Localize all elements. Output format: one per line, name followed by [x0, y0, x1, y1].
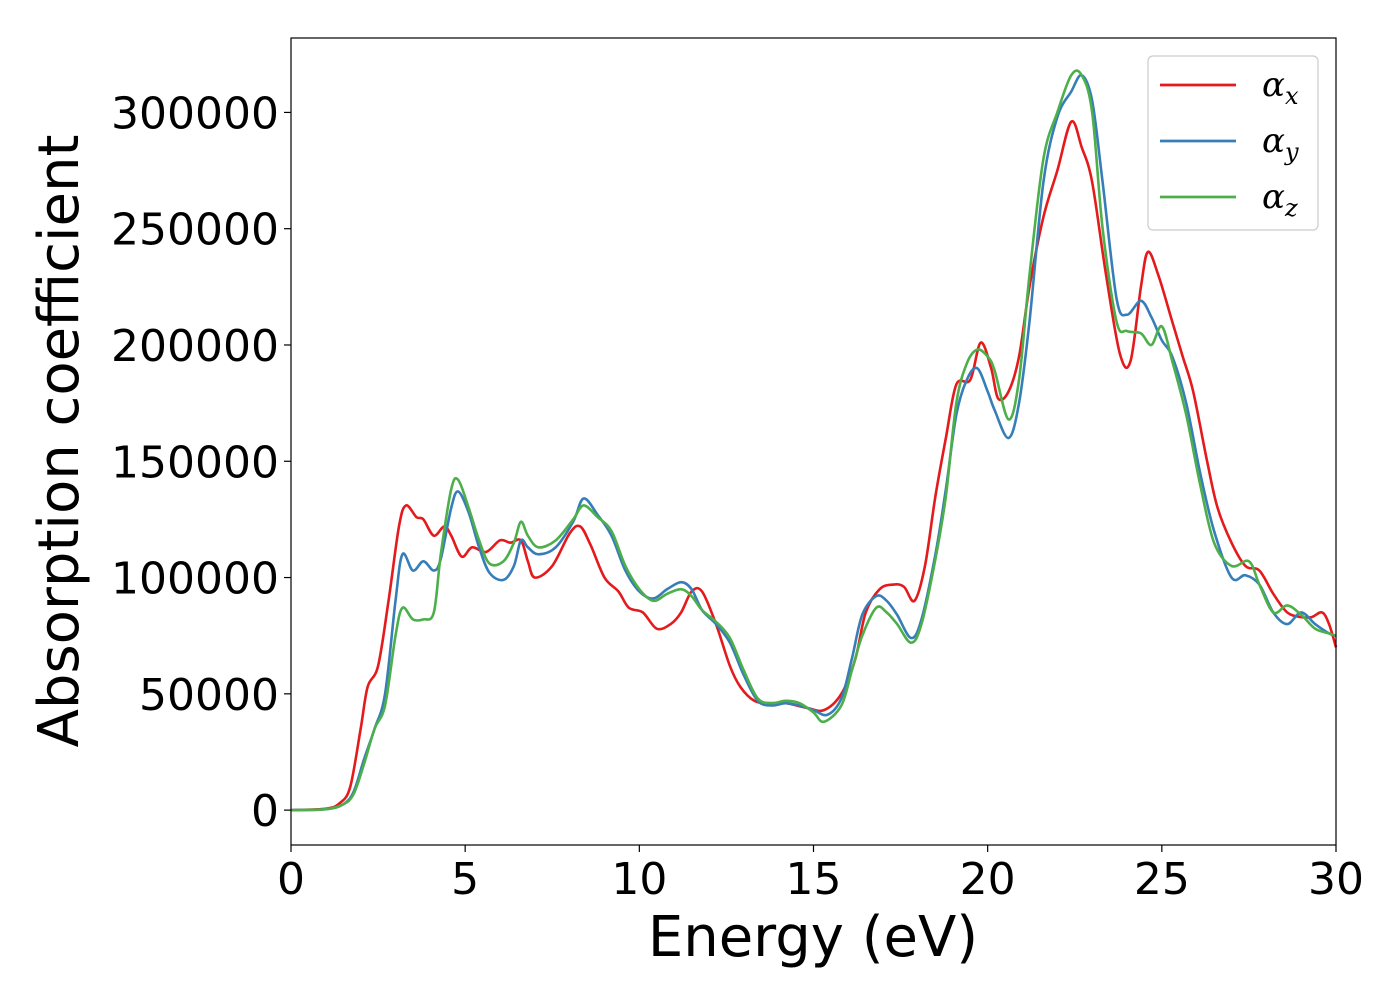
x-tick-label: 25: [1134, 854, 1190, 905]
legend-entry-alpha-z: αz: [1262, 177, 1298, 222]
x-tick-label: 10: [611, 854, 667, 905]
legend-symbol: α: [1262, 121, 1285, 161]
x-tick-label: 15: [786, 854, 842, 905]
y-tick-label: 250000: [111, 205, 279, 256]
legend-entry-alpha-y: αy: [1262, 121, 1299, 166]
legend-entry-alpha-x: αx: [1262, 65, 1299, 110]
y-tick-label: 300000: [111, 88, 279, 139]
y-tick-label: 200000: [111, 321, 279, 372]
series-layer: [290, 69, 1338, 812]
legend-symbol: α: [1262, 65, 1285, 105]
legend-symbol: α: [1262, 177, 1285, 217]
legend-subscript: y: [1284, 138, 1299, 166]
legend-subscript: z: [1284, 194, 1298, 222]
x-tick-label: 20: [960, 854, 1016, 905]
y-axis-label: Absorption coefficient: [27, 135, 92, 748]
series-line-alpha-x: [290, 119, 1338, 812]
x-tick-label: 30: [1308, 854, 1364, 905]
legend-box: [1147, 55, 1319, 231]
y-tick-label: 100000: [111, 554, 279, 605]
x-axis-label: Energy (eV): [648, 905, 978, 970]
y-tick-label: 50000: [139, 670, 279, 721]
series-line-alpha-z: [290, 69, 1337, 812]
legend-subscript: x: [1285, 82, 1299, 110]
y-tick-label: 0: [251, 786, 279, 837]
x-axis: 0 5 10 15 20 25 30: [277, 845, 1364, 905]
x-tick-label: 0: [277, 854, 305, 905]
series-line-alpha-y: [290, 73, 1337, 812]
y-axis: 0 50000 100000 150000 200000 250000 300000: [111, 88, 291, 837]
y-tick-label: 150000: [111, 437, 279, 488]
x-tick-label: 5: [451, 854, 479, 905]
